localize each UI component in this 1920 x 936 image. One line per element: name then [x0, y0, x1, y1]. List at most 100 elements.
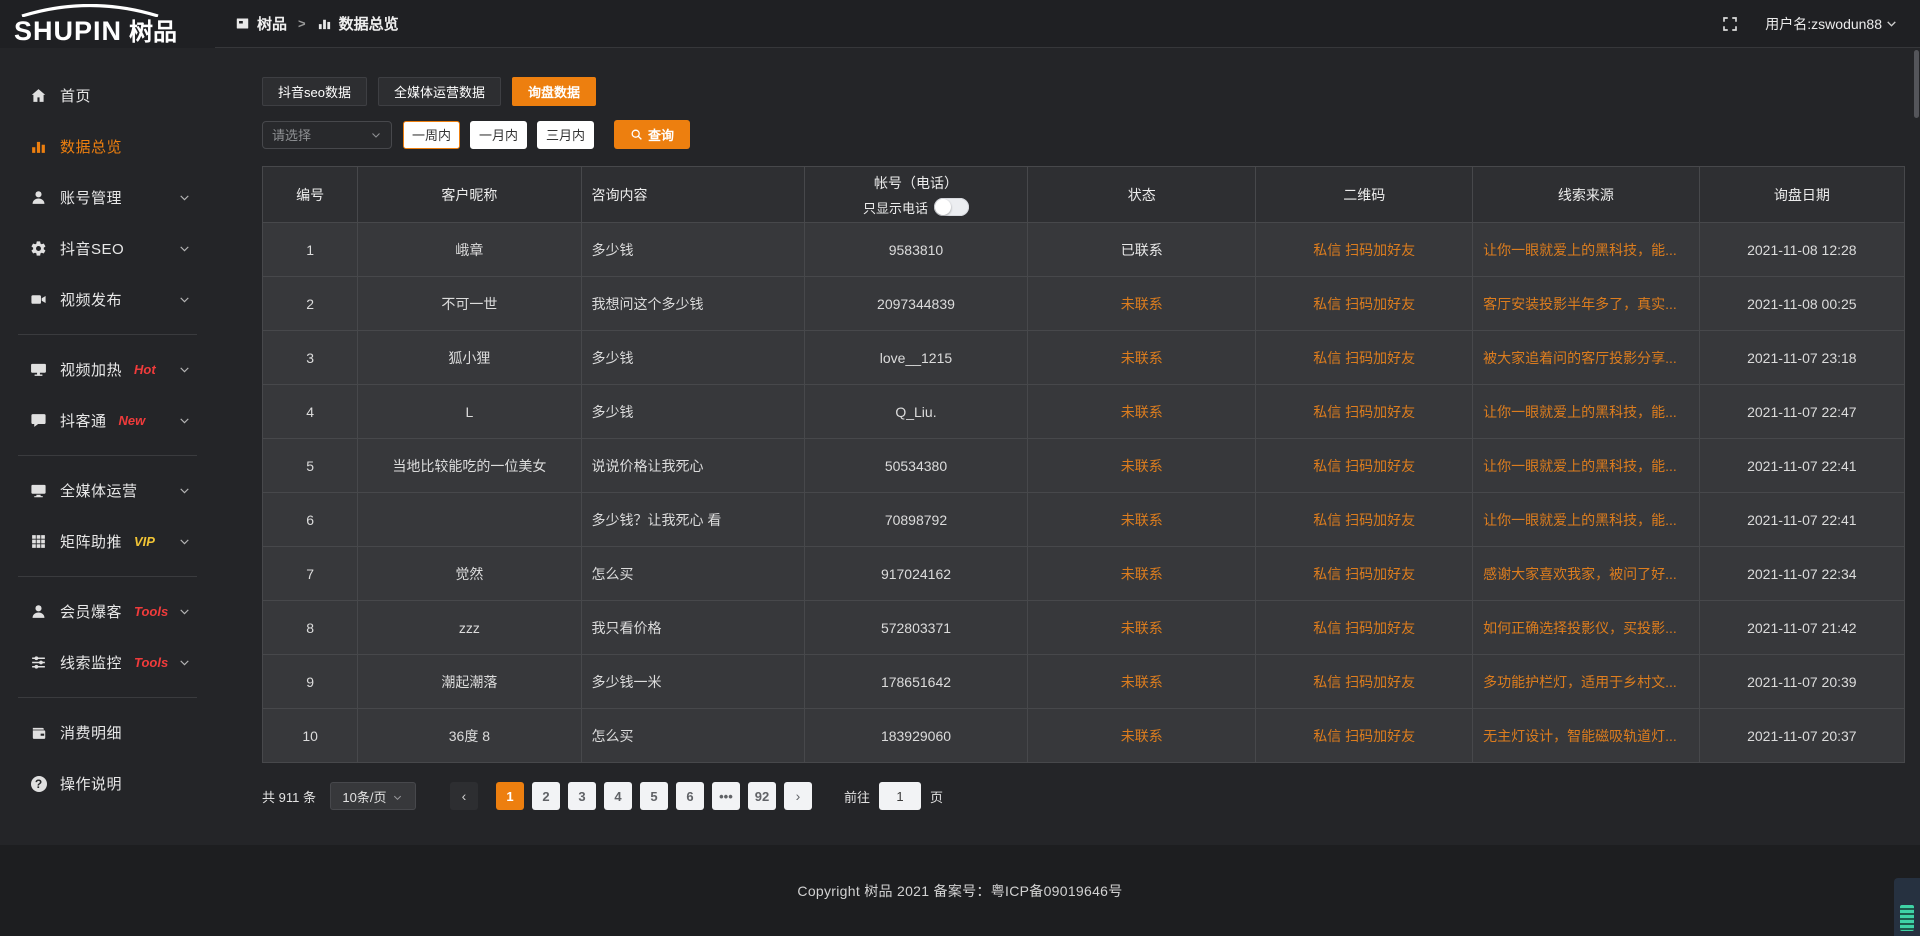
qrcode-link[interactable]: 私信 扫码加好友 [1313, 403, 1416, 420]
sidebar-item-matrix-boost[interactable]: 矩阵助推 VIP [0, 516, 215, 567]
page-ellipsis[interactable]: ••• [711, 782, 740, 810]
cell-nickname: 觉然 [357, 546, 582, 601]
range-button-0[interactable]: 一周内 [403, 120, 461, 149]
source-link[interactable]: 被大家追着问的客厅投影分享... [1483, 349, 1677, 366]
page-button-1[interactable]: 1 [495, 782, 524, 810]
table-row: 3 狐小狸 多少钱 love__1215 未联系 私信 扫码加好友 被大家追着问… [261, 330, 1906, 385]
sidebar-item-account-management[interactable]: 账号管理 [0, 172, 215, 223]
cell-id: 9 [261, 654, 359, 709]
cell-qrcode: 私信 扫码加好友 [1255, 492, 1474, 547]
cell-id: 1 [261, 222, 359, 277]
qrcode-link[interactable]: 私信 扫码加好友 [1313, 727, 1416, 744]
qrcode-link[interactable]: 私信 扫码加好友 [1313, 295, 1416, 312]
cell-content: 我只看价格 [580, 600, 805, 655]
page-button-5[interactable]: 5 [639, 782, 668, 810]
cell-nickname: 潮起潮落 [357, 654, 582, 709]
cell-id: 10 [261, 708, 359, 763]
next-page-button[interactable]: › [783, 782, 812, 810]
chevron-down-icon [178, 363, 191, 376]
table-row: 8 zzz 我只看价格 572803371 未联系 私信 扫码加好友 如何正确选… [261, 600, 1906, 655]
sidebar-item-consumption-detail[interactable]: 消费明细 [0, 707, 215, 758]
sidebar-item-clue-monitor[interactable]: 线索监控 Tools [0, 637, 215, 688]
search-icon [630, 128, 643, 141]
sidebar-item-operation-guide[interactable]: ? 操作说明 [0, 758, 215, 809]
cell-nickname: 狐小狸 [357, 330, 582, 385]
sidebar-item-douyin-seo[interactable]: 抖音SEO [0, 223, 215, 274]
goto-page-input[interactable] [878, 782, 921, 810]
qrcode-link[interactable]: 私信 扫码加好友 [1313, 619, 1416, 636]
tab-2[interactable]: 询盘数据 [511, 77, 596, 106]
logo-text-en: SHUPIN [14, 15, 123, 46]
range-button-1[interactable]: 一月内 [470, 120, 528, 149]
source-link[interactable]: 无主灯设计，智能磁吸轨道灯... [1483, 727, 1677, 744]
qrcode-link[interactable]: 私信 扫码加好友 [1313, 511, 1416, 528]
cell-status: 未联系 [1027, 330, 1257, 385]
cell-status: 已联系 [1027, 222, 1257, 277]
cell-content: 多少钱？让我死心 看 [580, 492, 805, 547]
cell-source: 让你一眼就爱上的黑科技，能... [1472, 492, 1700, 547]
sidebar-item-label: 数据总览 [60, 139, 123, 156]
source-link[interactable]: 让你一眼就爱上的黑科技，能... [1483, 511, 1677, 528]
scrollbar-thumb[interactable] [1914, 50, 1919, 118]
cell-nickname: 36度 8 [357, 708, 582, 763]
goto-label: 前往 [843, 789, 870, 805]
qrcode-link[interactable]: 私信 扫码加好友 [1313, 457, 1416, 474]
source-link[interactable]: 如何正确选择投影仪，买投影... [1483, 619, 1677, 636]
qrcode-link[interactable]: 私信 扫码加好友 [1313, 349, 1416, 366]
user-icon [30, 189, 47, 206]
page-button-4[interactable]: 4 [603, 782, 632, 810]
source-link[interactable]: 让你一眼就爱上的黑科技，能... [1483, 457, 1677, 474]
cell-id: 8 [261, 600, 359, 655]
source-link[interactable]: 客厅安装投影半年多了，真实... [1483, 295, 1677, 312]
page-button-6[interactable]: 6 [675, 782, 704, 810]
qrcode-link[interactable]: 私信 扫码加好友 [1313, 673, 1416, 690]
source-link[interactable]: 感谢大家喜欢我家，被问了好... [1483, 565, 1677, 582]
account-select[interactable]: 请选择 [262, 120, 392, 149]
corner-widget[interactable] [1894, 878, 1920, 936]
page-button-92[interactable]: 92 [747, 782, 776, 810]
sliders-icon [30, 654, 47, 671]
cell-status: 未联系 [1027, 600, 1257, 655]
video-icon [30, 291, 47, 308]
sidebar-menu: 首页 数据总览 账号管理 抖音SEO 视频发布 视频加热 Hot [0, 48, 215, 845]
page-button-3[interactable]: 3 [567, 782, 596, 810]
cell-source: 多功能护栏灯，适用于乡村文... [1472, 654, 1700, 709]
page-size-select[interactable]: 10条/页 [329, 782, 416, 810]
breadcrumb-root[interactable]: 树品 [257, 16, 288, 33]
sidebar-item-douketong[interactable]: 抖客通 New [0, 395, 215, 446]
sidebar-item-video-heating[interactable]: 视频加热 Hot [0, 344, 215, 395]
home-icon [30, 87, 47, 104]
cell-date: 2021-11-07 22:41 [1698, 492, 1906, 547]
header-qrcode: 二维码 [1255, 166, 1474, 223]
page-footer: Copyright 树品 2021 备案号：粤ICP备09019646号 [0, 845, 1920, 936]
chevron-down-icon [370, 129, 382, 141]
sidebar-item-data-overview[interactable]: 数据总览 [0, 121, 215, 172]
cell-account: 572803371 [803, 600, 1029, 655]
sidebar-item-video-publish[interactable]: 视频发布 [0, 274, 215, 325]
tab-1[interactable]: 全媒体运营数据 [377, 77, 501, 106]
cell-qrcode: 私信 扫码加好友 [1255, 654, 1474, 709]
search-button[interactable]: 查询 [614, 120, 691, 149]
fullscreen-icon[interactable] [1721, 15, 1739, 33]
logo-text-cn: 树品 [129, 18, 178, 46]
header-source: 线索来源 [1472, 166, 1700, 223]
user-menu[interactable]: 用户名: zswodun88 [1765, 14, 1898, 34]
sidebar-item-media-operation[interactable]: 全媒体运营 [0, 465, 215, 516]
source-link[interactable]: 让你一眼就爱上的黑科技，能... [1483, 403, 1677, 420]
cell-account: love__1215 [803, 330, 1029, 385]
sidebar-item-member-baoke[interactable]: 会员爆客 Tools [0, 586, 215, 637]
sidebar-item-home[interactable]: 首页 [0, 70, 215, 121]
cell-source: 无主灯设计，智能磁吸轨道灯... [1472, 708, 1700, 763]
qrcode-link[interactable]: 私信 扫码加好友 [1313, 565, 1416, 582]
qrcode-link[interactable]: 私信 扫码加好友 [1313, 241, 1416, 258]
cell-date: 2021-11-07 21:42 [1698, 600, 1906, 655]
range-button-2[interactable]: 三月内 [537, 120, 595, 149]
source-link[interactable]: 让你一眼就爱上的黑科技，能... [1483, 241, 1677, 258]
source-link[interactable]: 多功能护栏灯，适用于乡村文... [1483, 673, 1677, 690]
prev-page-button[interactable]: ‹ [449, 782, 478, 810]
page-button-2[interactable]: 2 [531, 782, 560, 810]
phone-only-toggle[interactable] [933, 198, 969, 216]
tab-0[interactable]: 抖音seo数据 [262, 77, 367, 106]
cell-content: 多少钱 [580, 222, 805, 277]
chevron-down-icon [178, 605, 191, 618]
